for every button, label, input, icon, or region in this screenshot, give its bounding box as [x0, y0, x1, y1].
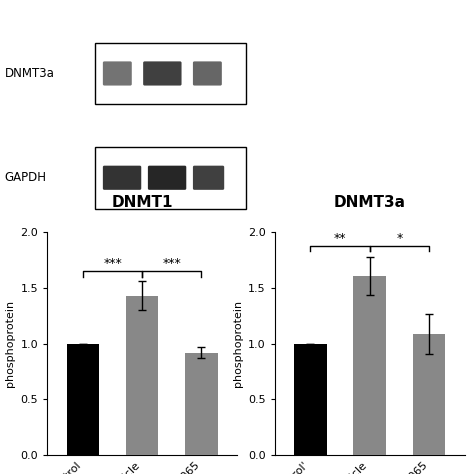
- Y-axis label: phosphoprotein: phosphoprotein: [5, 300, 15, 387]
- Bar: [95, 43, 246, 104]
- FancyBboxPatch shape: [103, 62, 132, 86]
- Bar: [126, 296, 158, 455]
- Text: DNMT3a: DNMT3a: [5, 67, 55, 80]
- Text: ***: ***: [163, 257, 181, 270]
- Text: **: **: [334, 231, 346, 245]
- Text: ***: ***: [103, 257, 122, 270]
- Title: DNMT1: DNMT1: [111, 195, 173, 210]
- FancyBboxPatch shape: [193, 62, 222, 86]
- Text: *: *: [396, 231, 402, 245]
- Text: GAPDH: GAPDH: [5, 171, 47, 184]
- FancyBboxPatch shape: [143, 62, 182, 86]
- Title: DNMT3a: DNMT3a: [334, 195, 406, 210]
- Y-axis label: phosphoprotein: phosphoprotein: [233, 300, 243, 387]
- FancyBboxPatch shape: [148, 165, 186, 190]
- Bar: [67, 344, 99, 455]
- Bar: [185, 353, 218, 455]
- FancyBboxPatch shape: [103, 165, 141, 190]
- Bar: [95, 147, 246, 209]
- Bar: [413, 334, 445, 455]
- FancyBboxPatch shape: [193, 165, 224, 190]
- Bar: [294, 344, 327, 455]
- Bar: [354, 276, 386, 455]
